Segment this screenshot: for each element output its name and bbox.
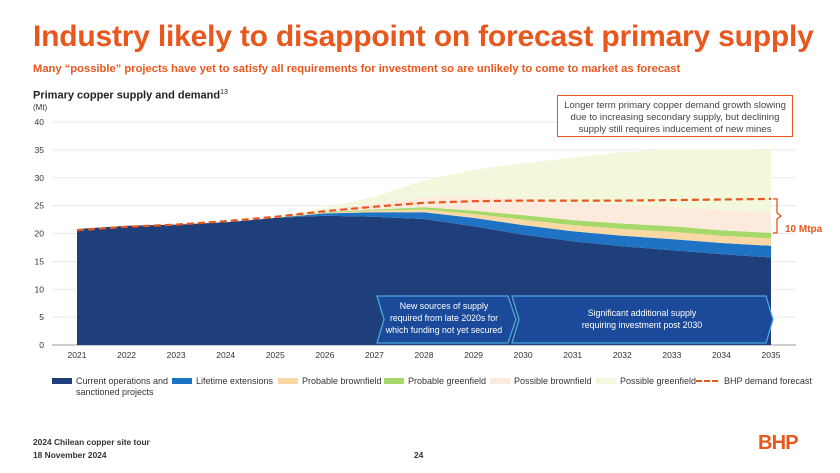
arrow-1-line-2: required from late 2020s for	[390, 313, 498, 323]
x-tick-label: 2026	[315, 350, 334, 360]
y-axis-unit-label: (Mt)	[33, 103, 48, 112]
x-tick-label: 2022	[117, 350, 136, 360]
chart-title-superscript: 13	[220, 89, 228, 96]
legend-swatch	[278, 378, 298, 384]
footer-date: 18 November 2024	[33, 450, 107, 460]
gap-bracket	[773, 198, 783, 234]
x-tick-label: 2029	[464, 350, 483, 360]
gap-bracket-shape	[773, 198, 783, 234]
x-tick-label: 2024	[216, 350, 235, 360]
slide-title: Industry likely to disappoint on forecas…	[33, 20, 814, 53]
area-possible-brownfield	[77, 196, 771, 233]
x-tick-label: 2025	[266, 350, 285, 360]
page-number: 24	[414, 450, 424, 460]
arrow-2-line-1: Significant additional supply	[588, 308, 697, 318]
x-tick-label: 2027	[365, 350, 384, 360]
x-tick-label: 2028	[415, 350, 434, 360]
legend-label: Possible greenfield	[620, 376, 697, 386]
y-tick-label: 35	[35, 145, 45, 155]
y-tick-label: 0	[39, 340, 44, 350]
x-tick-label: 2030	[514, 350, 533, 360]
legend-swatch	[596, 378, 616, 384]
arrow-shape-2	[511, 295, 774, 344]
arrow-shape-1	[376, 295, 517, 344]
y-tick-label: 40	[35, 117, 45, 127]
legend-swatch	[52, 378, 72, 384]
x-tick-label: 2033	[662, 350, 681, 360]
arrow-annotation-2: Significant additional supply requiring …	[511, 295, 774, 344]
x-tick-label: 2031	[563, 350, 582, 360]
legend-label: Current operations and sanctioned projec…	[76, 376, 169, 397]
legend-label: Lifetime extensions	[196, 376, 274, 386]
arrow-1-line-1: New sources of supply	[400, 301, 489, 311]
gap-label: 10 Mtpa	[785, 224, 823, 235]
legend-label: Possible brownfield	[514, 376, 592, 386]
legend-label: Probable greenfield	[408, 376, 487, 386]
legend-swatch	[490, 378, 510, 384]
area-possible-greenfield	[77, 148, 771, 229]
y-tick-labels: 0 5 10 15 20 25 30 35 40	[35, 117, 45, 350]
y-tick-label: 20	[35, 229, 45, 239]
legend-swatch	[172, 378, 192, 384]
x-tick-label: 2023	[167, 350, 186, 360]
x-tick-label: 2035	[762, 350, 781, 360]
demand-line-group	[76, 197, 772, 232]
bhp-logo: BHP	[758, 432, 799, 454]
y-tick-label: 25	[35, 201, 45, 211]
legend-swatch	[384, 378, 404, 384]
x-tick-label: 2032	[613, 350, 632, 360]
y-tick-label: 10	[35, 284, 45, 294]
arrow-2-line-2: requiring investment post 2030	[582, 320, 702, 330]
chart-title: Primary copper supply and demand13	[33, 89, 228, 102]
y-tick-label: 15	[35, 256, 45, 266]
legend-label: BHP demand forecast	[724, 376, 812, 386]
demand-callout-box: Longer term primary copper demand growth…	[557, 95, 793, 137]
arrow-annotation-1: New sources of supply required from late…	[376, 295, 517, 344]
x-tick-labels: 2021 2022 2023 2024 2025 2026 2027 2028 2029 2030…	[68, 350, 781, 360]
y-tick-label: 30	[35, 173, 45, 183]
y-tick-label: 5	[39, 312, 44, 322]
arrow-1-line-3: which funding not yet secured	[385, 325, 502, 335]
slide-subtitle: Many “possible” projects have yet to sat…	[33, 63, 681, 75]
x-tick-label: 2034	[712, 350, 731, 360]
legend-label: Probable brownfield	[302, 376, 382, 386]
footer-event: 2024 Chilean copper site tour	[33, 437, 150, 447]
demand-forecast-line	[76, 197, 772, 232]
x-tick-label: 2021	[68, 350, 87, 360]
legend-dash	[696, 380, 718, 382]
